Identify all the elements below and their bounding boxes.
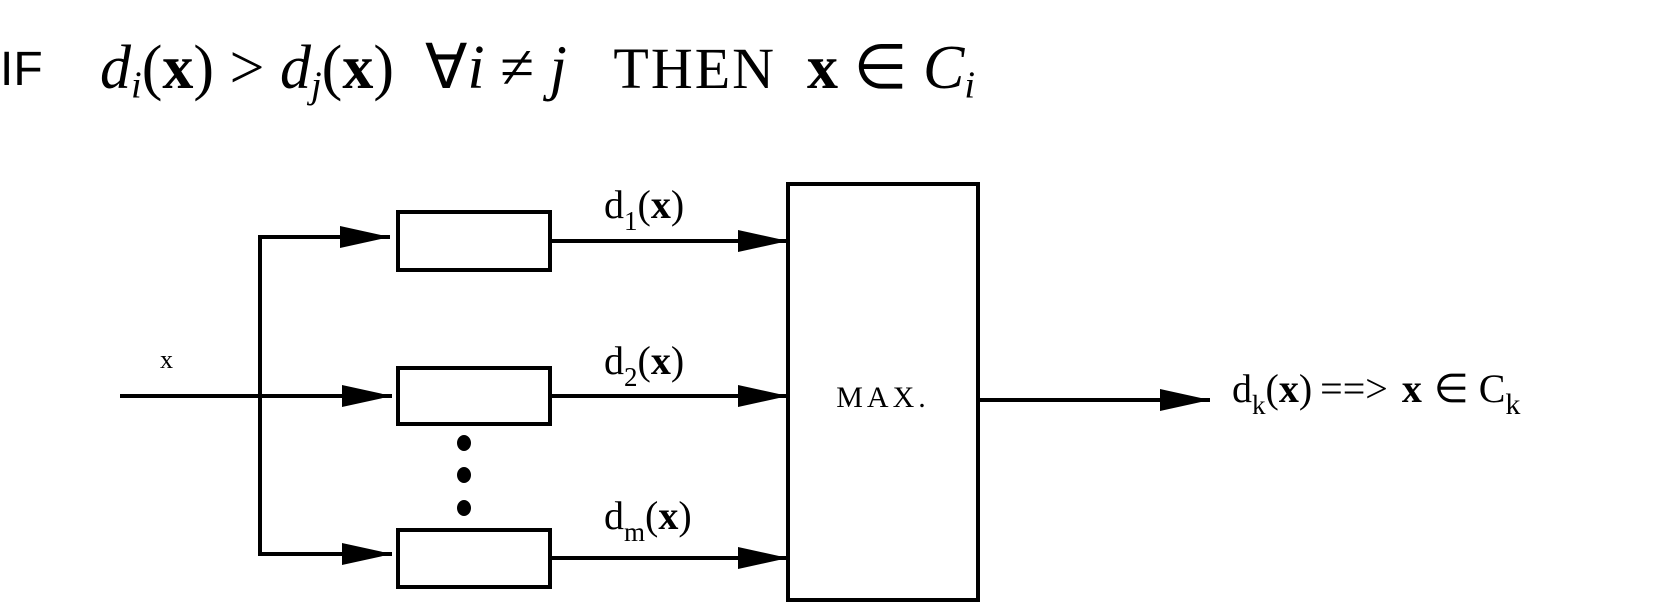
channel-label-m: dm(x) bbox=[604, 493, 692, 547]
ellipsis-dot-1 bbox=[457, 435, 471, 451]
max-label: MAX. bbox=[836, 381, 930, 414]
i-variable: i bbox=[467, 34, 485, 102]
not-equal-sign: ≠ bbox=[500, 34, 535, 102]
class-variable: C bbox=[923, 34, 965, 102]
channel-label-1: d1(x) bbox=[604, 182, 684, 236]
discriminant-block-m bbox=[396, 528, 552, 589]
ellipsis-dot-2 bbox=[457, 467, 471, 483]
discriminant-block-1 bbox=[396, 210, 552, 272]
max-block bbox=[786, 182, 980, 602]
forall-symbol: ∀ bbox=[424, 34, 468, 102]
discriminant-block-2 bbox=[396, 366, 552, 426]
lhs-function: d bbox=[100, 34, 131, 102]
lhs-subscript: i bbox=[131, 64, 142, 107]
rhs-vector: x bbox=[342, 34, 374, 102]
rhs-function: d bbox=[279, 34, 311, 102]
greater-than-sign: > bbox=[229, 34, 265, 102]
lhs-vector: x bbox=[162, 34, 194, 102]
class-subscript: i bbox=[964, 64, 976, 107]
channel-label-2: d2(x) bbox=[604, 338, 684, 392]
if-keyword: IF bbox=[0, 43, 43, 96]
j-variable: j bbox=[549, 34, 567, 102]
element-of-sign: ∈ bbox=[853, 34, 908, 102]
result-vector: x bbox=[807, 34, 839, 102]
then-keyword: THEN bbox=[613, 36, 777, 101]
output-label: dk(x) ==> x ∈ Ck bbox=[1232, 366, 1520, 421]
input-label: x bbox=[160, 345, 173, 374]
ellipsis-dot-3 bbox=[457, 500, 471, 516]
decision-rule: IF di(x) > dj(x) ∀i ≠ j THEN x ∈ Ci bbox=[0, 0, 1653, 130]
rhs-subscript: j bbox=[310, 64, 322, 107]
decision-formula: di(x) > dj(x) ∀i ≠ j THEN x ∈ Ci bbox=[100, 34, 976, 107]
